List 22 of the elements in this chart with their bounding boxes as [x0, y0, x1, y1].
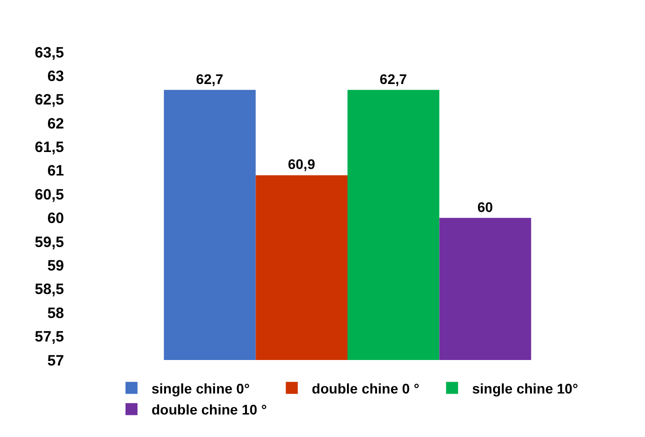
y-tick-label: 61,5	[34, 139, 64, 156]
y-tick-label: 62	[47, 115, 64, 132]
legend-label: single chine 0°	[152, 380, 250, 396]
y-tick-label: 59	[47, 257, 64, 274]
data-label: 62,7	[380, 70, 408, 87]
data-label: 60,9	[288, 156, 316, 172]
y-tick-label: 58,5	[34, 281, 64, 298]
data-label: 62,7	[196, 70, 224, 87]
y-tick-label: 62,5	[34, 92, 64, 109]
y-tick-label: 58	[47, 304, 64, 322]
legend-label: single chine 10°	[472, 380, 578, 396]
y-tick-label: 63	[47, 68, 64, 85]
legend-label: double chine 10 °	[152, 402, 267, 418]
y-tick-label: 63,5	[34, 44, 64, 62]
y-tick-label: 60	[47, 210, 64, 228]
y-tick-label: 57,5	[34, 328, 64, 346]
legend-label: double chine 0 °	[312, 380, 420, 396]
y-tick-label: 57	[47, 352, 64, 370]
y-tick-label: 59,5	[34, 234, 64, 251]
y-tick-label: 60,5	[34, 186, 64, 204]
data-label: 60	[477, 198, 494, 215]
y-tick-label: 61	[47, 162, 64, 180]
